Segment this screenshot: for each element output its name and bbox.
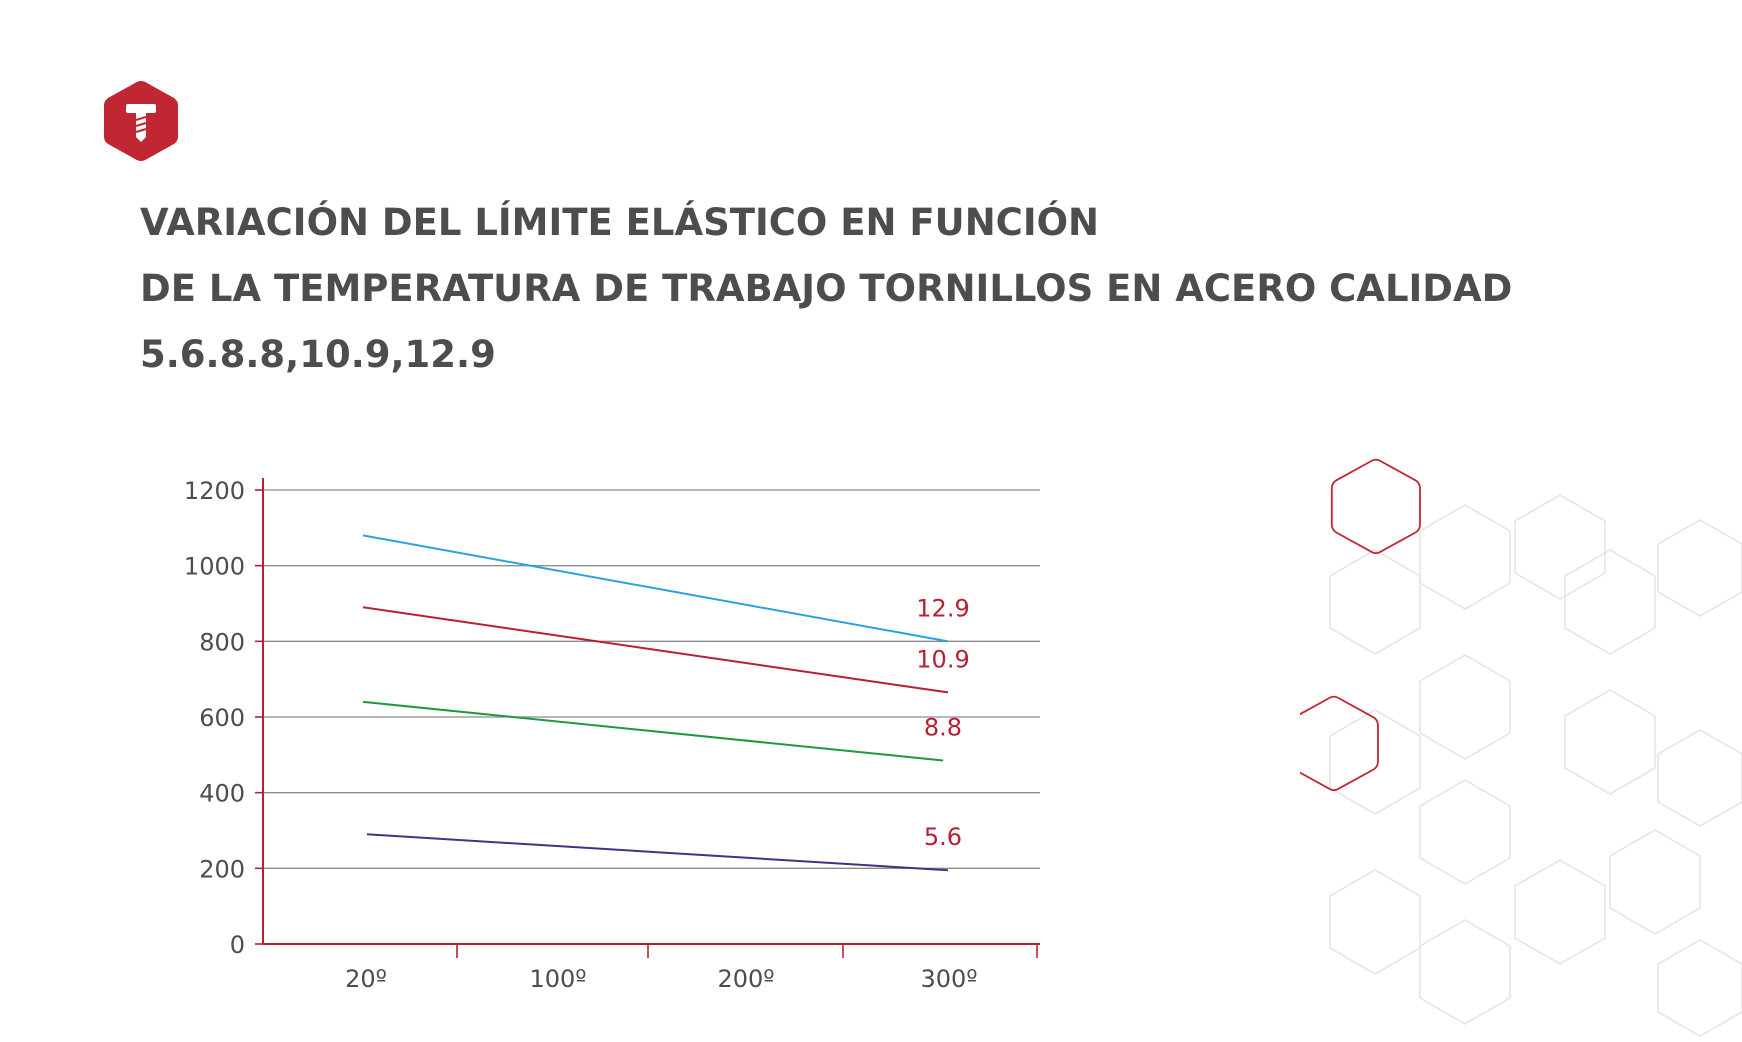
x-tick-label: 300º <box>920 965 977 993</box>
series-line-12-9 <box>362 534 949 643</box>
y-tick-label: 1200 <box>184 477 245 505</box>
title-line-1: VARIACIÓN DEL LÍMITE ELÁSTICO EN FUNCIÓN <box>140 201 1100 244</box>
y-tick-label: 1000 <box>184 553 245 581</box>
series-line-10-9 <box>362 606 949 694</box>
x-tick-label: 100º <box>529 965 586 993</box>
y-tick-label: 0 <box>230 931 245 959</box>
y-tick-label: 200 <box>199 855 245 883</box>
series-line-8-8 <box>362 700 944 762</box>
x-tick-label: 20º <box>345 965 387 993</box>
y-tick-label: 400 <box>199 780 245 808</box>
series-line-5-6 <box>366 833 949 872</box>
bolt-hexagon-logo-icon <box>104 81 178 161</box>
x-tick-label: 200º <box>717 965 774 993</box>
series-label-8-8: 8.8 <box>924 714 962 742</box>
title-line-2: DE LA TEMPERATURA DE TRABAJO TORNILLOS E… <box>140 267 1513 310</box>
series-label-12-9: 12.9 <box>916 594 969 622</box>
yield-strength-line-chart: 0 200 400 600 800 1000 1200 20º 100º 200º 300º 12.9… <box>184 477 1040 993</box>
series-label-10-9: 10.9 <box>916 645 969 673</box>
red-hexagon-outline-bottom <box>1300 695 1379 792</box>
title-line-3: 5.6.8.8,10.9,12.9 <box>140 333 496 376</box>
y-tick-label: 800 <box>199 628 245 656</box>
series-label-5-6: 5.6 <box>924 823 962 851</box>
chart-title: VARIACIÓN DEL LÍMITE ELÁSTICO EN FUNCIÓN… <box>140 190 1512 388</box>
y-tick-label: 600 <box>199 704 245 732</box>
red-hexagon-outline-top <box>1330 458 1421 555</box>
decorative-hexagon-pattern <box>1300 458 1742 1037</box>
